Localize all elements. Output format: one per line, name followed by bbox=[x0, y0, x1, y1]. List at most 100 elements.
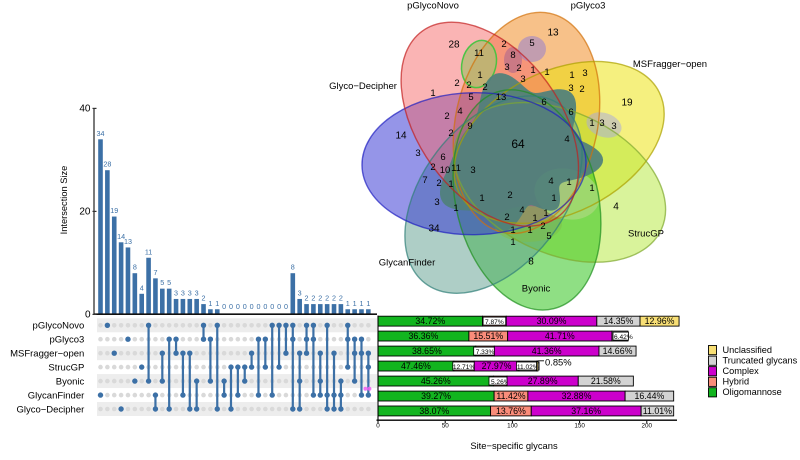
svg-text:1: 1 bbox=[359, 299, 363, 308]
svg-text:10: 10 bbox=[440, 165, 451, 176]
svg-text:1: 1 bbox=[366, 299, 370, 308]
svg-text:3: 3 bbox=[582, 68, 587, 79]
svg-text:4: 4 bbox=[613, 202, 619, 213]
svg-text:8: 8 bbox=[528, 257, 534, 268]
svg-text:StrucGP: StrucGP bbox=[48, 362, 84, 373]
svg-text:3: 3 bbox=[470, 165, 475, 176]
svg-text:3: 3 bbox=[415, 148, 420, 159]
svg-text:4: 4 bbox=[548, 176, 553, 187]
svg-text:2: 2 bbox=[579, 84, 584, 95]
svg-text:7: 7 bbox=[153, 268, 157, 277]
svg-text:0: 0 bbox=[284, 302, 288, 311]
svg-text:5: 5 bbox=[468, 92, 473, 103]
svg-text:5: 5 bbox=[160, 278, 164, 287]
svg-text:3: 3 bbox=[520, 74, 525, 85]
svg-text:100: 100 bbox=[507, 423, 518, 430]
svg-text:5: 5 bbox=[546, 231, 551, 242]
svg-text:34.72%: 34.72% bbox=[415, 316, 445, 326]
svg-text:Byonic: Byonic bbox=[56, 376, 85, 387]
svg-text:4: 4 bbox=[564, 134, 569, 145]
svg-text:1: 1 bbox=[569, 70, 574, 81]
svg-text:34: 34 bbox=[428, 224, 440, 235]
svg-text:0: 0 bbox=[250, 302, 254, 311]
svg-text:2: 2 bbox=[318, 294, 322, 303]
svg-text:Glyco−Decipher: Glyco−Decipher bbox=[16, 404, 84, 415]
svg-text:Site−specific glycans: Site−specific glycans bbox=[470, 440, 558, 451]
svg-text:Oligomannose: Oligomannose bbox=[723, 387, 782, 397]
svg-text:2: 2 bbox=[311, 294, 315, 303]
svg-text:1: 1 bbox=[453, 203, 458, 214]
svg-text:1: 1 bbox=[544, 67, 549, 78]
svg-text:0: 0 bbox=[376, 423, 380, 430]
svg-text:1: 1 bbox=[215, 299, 219, 308]
svg-text:2: 2 bbox=[466, 80, 471, 91]
svg-text:Glyco−Decipher: Glyco−Decipher bbox=[329, 81, 397, 92]
svg-text:14: 14 bbox=[117, 232, 125, 241]
svg-text:12.71%: 12.71% bbox=[453, 364, 476, 371]
svg-text:36.36%: 36.36% bbox=[409, 331, 439, 341]
svg-text:0: 0 bbox=[277, 302, 281, 311]
svg-text:8: 8 bbox=[133, 263, 137, 272]
svg-text:20: 20 bbox=[79, 206, 91, 217]
svg-text:2: 2 bbox=[540, 221, 545, 232]
svg-text:StrucGP: StrucGP bbox=[628, 229, 664, 240]
svg-text:2: 2 bbox=[516, 63, 521, 74]
svg-text:14: 14 bbox=[395, 131, 407, 142]
svg-text:11: 11 bbox=[474, 48, 484, 59]
svg-text:pGlycoNovo: pGlycoNovo bbox=[33, 321, 85, 332]
svg-text:11.01%: 11.01% bbox=[643, 406, 672, 416]
svg-text:2: 2 bbox=[482, 82, 487, 93]
svg-text:2: 2 bbox=[202, 294, 206, 303]
svg-text:13: 13 bbox=[496, 92, 507, 103]
svg-text:1: 1 bbox=[543, 208, 548, 219]
svg-text:39.27%: 39.27% bbox=[421, 391, 451, 401]
svg-text:11: 11 bbox=[145, 247, 152, 256]
svg-text:1: 1 bbox=[510, 237, 515, 248]
svg-text:6.42%: 6.42% bbox=[614, 334, 633, 341]
svg-text:28: 28 bbox=[448, 40, 460, 51]
svg-text:7.87%: 7.87% bbox=[485, 319, 504, 326]
svg-text:1: 1 bbox=[208, 299, 212, 308]
svg-text:11: 11 bbox=[451, 163, 461, 174]
svg-text:200: 200 bbox=[642, 423, 653, 430]
svg-text:3: 3 bbox=[181, 288, 185, 297]
svg-text:41.36%: 41.36% bbox=[532, 346, 562, 356]
svg-text:Byonic: Byonic bbox=[522, 284, 551, 295]
svg-text:2: 2 bbox=[507, 190, 512, 201]
svg-text:34: 34 bbox=[97, 129, 105, 138]
svg-text:pGlyco3: pGlyco3 bbox=[49, 335, 84, 346]
svg-text:16.44%: 16.44% bbox=[634, 391, 664, 401]
svg-text:6: 6 bbox=[568, 107, 573, 118]
svg-text:3: 3 bbox=[568, 83, 573, 94]
svg-text:9: 9 bbox=[467, 121, 472, 132]
svg-text:13: 13 bbox=[124, 237, 132, 246]
svg-text:Truncated glycans: Truncated glycans bbox=[723, 355, 798, 365]
svg-text:6: 6 bbox=[541, 97, 546, 108]
svg-text:2: 2 bbox=[444, 111, 449, 122]
svg-text:0: 0 bbox=[222, 302, 226, 311]
svg-text:13.76%: 13.76% bbox=[496, 406, 526, 416]
svg-text:47.46%: 47.46% bbox=[401, 361, 431, 371]
svg-text:7.33%: 7.33% bbox=[476, 349, 495, 356]
svg-text:1: 1 bbox=[532, 213, 537, 224]
svg-text:1: 1 bbox=[551, 193, 556, 204]
svg-text:8: 8 bbox=[510, 50, 515, 61]
svg-text:8: 8 bbox=[291, 263, 295, 272]
svg-text:3: 3 bbox=[188, 288, 192, 297]
svg-text:pGlyco3: pGlyco3 bbox=[571, 1, 606, 12]
svg-text:MSFragger−open: MSFragger−open bbox=[633, 59, 707, 70]
svg-text:3: 3 bbox=[434, 197, 439, 208]
svg-text:150: 150 bbox=[574, 423, 585, 430]
svg-text:Hybrid: Hybrid bbox=[723, 377, 750, 387]
svg-text:19: 19 bbox=[621, 98, 633, 109]
svg-text:13: 13 bbox=[547, 28, 559, 39]
svg-text:3: 3 bbox=[611, 121, 616, 132]
svg-text:2: 2 bbox=[430, 162, 435, 173]
svg-text:0.85%: 0.85% bbox=[545, 356, 572, 367]
svg-text:40: 40 bbox=[79, 103, 91, 114]
svg-text:2: 2 bbox=[454, 78, 459, 89]
svg-text:0: 0 bbox=[236, 302, 240, 311]
svg-text:50: 50 bbox=[442, 423, 450, 430]
svg-text:45.26%: 45.26% bbox=[421, 376, 451, 386]
svg-text:5: 5 bbox=[529, 38, 534, 49]
